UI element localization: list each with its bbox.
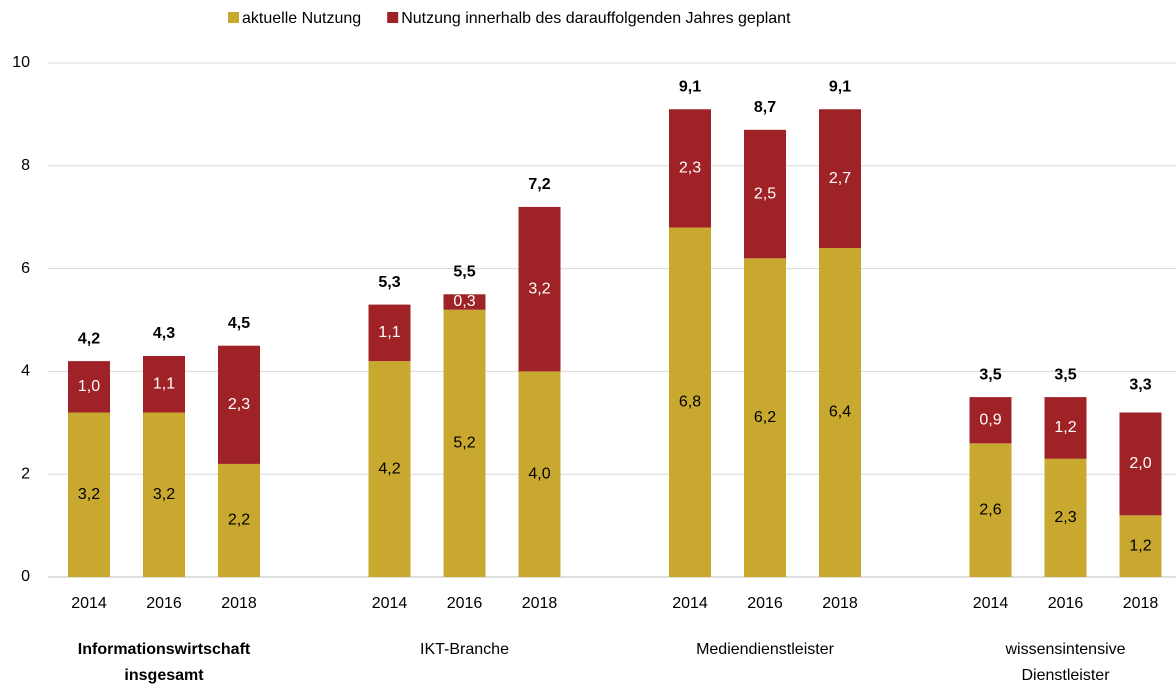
total-label: 8,7	[754, 99, 776, 116]
value-label: 1,1	[153, 375, 175, 392]
y-tick-label: 4	[21, 363, 30, 380]
group-label: insgesamt	[124, 667, 204, 684]
bar-segment	[68, 412, 110, 577]
x-tick-label: 2018	[522, 595, 558, 612]
total-label: 4,3	[153, 325, 175, 342]
total-label: 7,2	[528, 176, 550, 193]
bar-segment	[819, 109, 861, 249]
total-label: 3,3	[1129, 377, 1151, 394]
value-label: 1,2	[1054, 419, 1076, 436]
value-label: 1,1	[378, 324, 400, 341]
value-label: 2,2	[228, 512, 250, 529]
bar-segment	[1044, 397, 1087, 459]
bar-segment	[443, 309, 486, 577]
x-tick-label: 2016	[447, 595, 483, 612]
value-label: 2,5	[754, 185, 776, 202]
x-tick-label: 2018	[221, 595, 257, 612]
y-tick-label: 10	[12, 54, 30, 71]
group-label: Mediendienstleister	[696, 641, 835, 658]
bar-segment	[143, 355, 185, 413]
x-tick-label: 2014	[672, 595, 708, 612]
x-tick-label: 2018	[1123, 595, 1159, 612]
value-label: 3,2	[78, 486, 100, 503]
bar-segment	[443, 294, 486, 310]
bar-segment	[368, 361, 411, 577]
bar-segment	[518, 371, 561, 577]
group-label: wissensintensive	[1004, 641, 1125, 658]
total-label: 4,2	[78, 330, 100, 347]
bar-segment	[68, 361, 110, 413]
legend-label: aktuelle Nutzung	[242, 10, 361, 27]
total-label: 3,5	[1054, 366, 1076, 383]
group-label: IKT-Branche	[420, 641, 509, 658]
bar-segment	[518, 206, 561, 372]
bar-segment	[218, 463, 260, 577]
bar-segment	[1119, 515, 1162, 577]
y-tick-label: 0	[21, 568, 30, 585]
total-label: 5,3	[378, 274, 400, 291]
value-label: 3,2	[153, 486, 175, 503]
value-label: 6,8	[679, 393, 701, 410]
legend-swatch	[228, 12, 239, 23]
bar-segment	[819, 248, 861, 578]
bar-segment	[969, 397, 1012, 444]
total-label: 3,5	[979, 366, 1001, 383]
bar-segment	[744, 129, 786, 259]
value-label: 2,3	[228, 396, 250, 413]
value-label: 6,4	[829, 404, 851, 421]
bar-segment	[1119, 412, 1162, 516]
bar-segment	[368, 304, 411, 362]
value-label: 3,2	[528, 280, 550, 297]
group-label: Informationswirtschaft	[78, 641, 251, 658]
x-tick-label: 2016	[1048, 595, 1084, 612]
bar-segment	[669, 109, 711, 228]
bar-segment	[1044, 458, 1087, 577]
total-label: 9,1	[679, 78, 701, 95]
value-label: 1,2	[1129, 537, 1151, 554]
y-tick-label: 8	[21, 157, 30, 174]
legend-swatch	[387, 12, 399, 23]
bar-segment	[669, 227, 711, 578]
x-tick-label: 2018	[822, 595, 858, 612]
total-label: 9,1	[829, 78, 851, 95]
total-label: 4,5	[228, 315, 250, 332]
value-label: 2,6	[979, 501, 1001, 518]
group-label: Dienstleister	[1021, 667, 1110, 684]
bar-segment	[143, 412, 185, 577]
value-label: 4,2	[378, 460, 400, 477]
y-tick-label: 2	[21, 465, 30, 482]
y-tick-label: 6	[21, 260, 30, 277]
x-tick-label: 2014	[973, 595, 1009, 612]
value-label: 0,9	[979, 411, 1001, 428]
bar-segment	[744, 258, 786, 577]
x-tick-label: 2014	[71, 595, 107, 612]
value-label: 0,3	[453, 293, 475, 310]
x-tick-label: 2014	[372, 595, 408, 612]
value-label: 2,7	[829, 170, 851, 187]
value-label: 2,0	[1129, 455, 1151, 472]
x-tick-label: 2016	[146, 595, 182, 612]
value-label: 4,0	[528, 465, 550, 482]
legend-label: Nutzung innerhalb des darauffolgenden Ja…	[401, 10, 791, 27]
value-label: 2,3	[1054, 509, 1076, 526]
x-tick-label: 2016	[747, 595, 783, 612]
value-label: 2,3	[679, 160, 701, 177]
total-label: 5,5	[453, 264, 475, 281]
bar-segment	[218, 345, 260, 464]
value-label: 6,2	[754, 409, 776, 426]
value-label: 1,0	[78, 378, 100, 395]
value-label: 5,2	[453, 435, 475, 452]
bar-segment	[969, 443, 1012, 577]
